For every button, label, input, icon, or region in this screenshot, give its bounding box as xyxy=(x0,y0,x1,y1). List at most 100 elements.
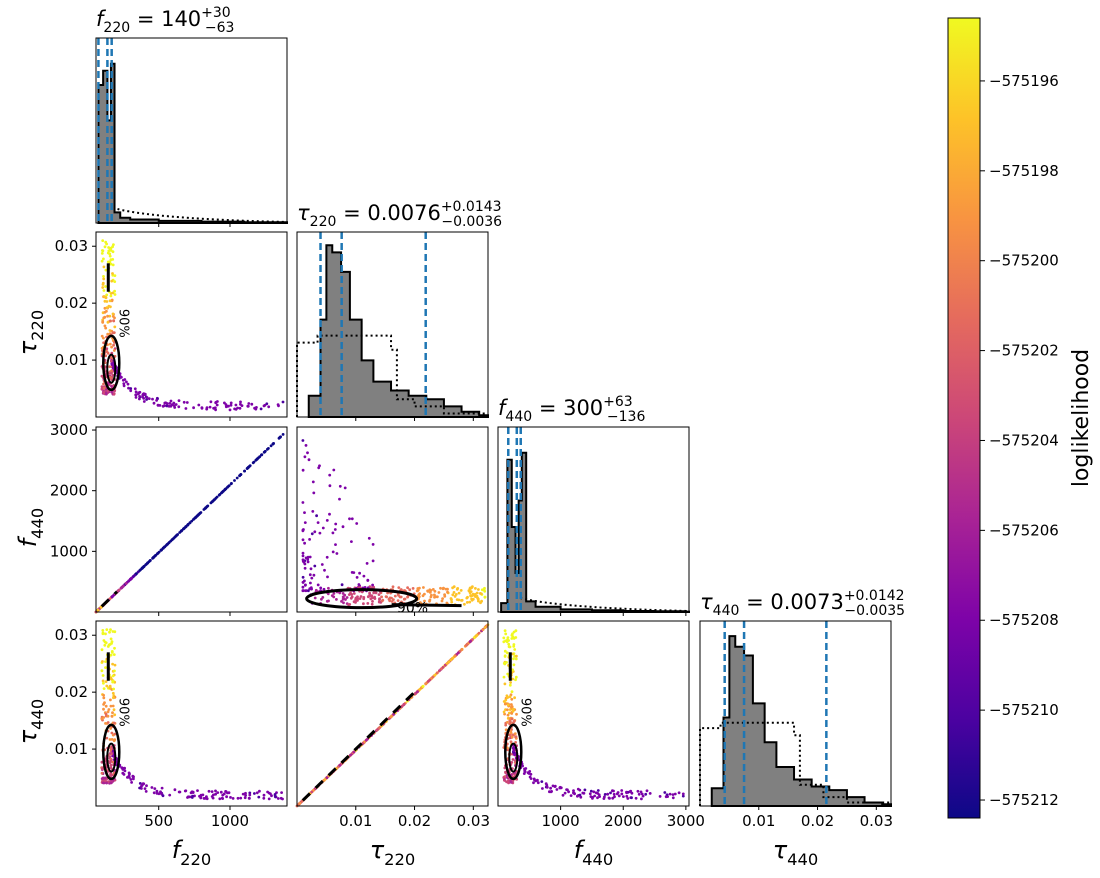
sample-point xyxy=(510,717,514,721)
sample-point xyxy=(155,792,159,795)
sample-point xyxy=(331,550,335,554)
sample-point xyxy=(109,704,113,708)
sample-point xyxy=(129,778,133,781)
sample-point xyxy=(310,576,314,580)
sample-point xyxy=(102,265,106,269)
ytick-label-tau440: 0.01 xyxy=(55,740,88,758)
sample-point xyxy=(450,598,453,602)
sample-point xyxy=(112,243,115,247)
sample-point xyxy=(549,786,552,790)
sample-point xyxy=(463,602,466,606)
sample-point xyxy=(576,794,579,798)
sample-point xyxy=(111,662,114,666)
sample-point xyxy=(578,793,582,797)
sample-point xyxy=(110,731,114,735)
sample-point xyxy=(402,597,406,601)
sample-point xyxy=(335,552,339,555)
sample-point xyxy=(108,752,112,755)
sample-point xyxy=(509,681,512,684)
sample-point xyxy=(513,696,516,700)
sample-point xyxy=(582,791,586,795)
sample-point xyxy=(110,714,114,718)
sample-point xyxy=(418,592,421,595)
xtick-label-f220: 500 xyxy=(144,812,173,830)
sample-point xyxy=(664,795,668,799)
colorbar-tick-label: −575204 xyxy=(989,431,1059,449)
sample-point xyxy=(301,554,305,558)
sample-point xyxy=(527,772,531,775)
prior-f440 xyxy=(519,597,690,612)
sample-point xyxy=(123,766,126,770)
sample-point xyxy=(254,407,258,411)
sample-point xyxy=(105,306,109,309)
sample-point xyxy=(308,555,312,559)
sample-point xyxy=(406,595,410,599)
prior-f220 xyxy=(117,208,288,223)
sample-point xyxy=(174,534,178,538)
sample-point xyxy=(111,245,114,249)
sample-point xyxy=(347,603,350,607)
sample-point xyxy=(555,788,559,791)
sample-point xyxy=(406,586,409,590)
sample-point xyxy=(123,378,127,381)
sample-point xyxy=(413,692,417,696)
sample-point xyxy=(106,710,110,714)
sample-point xyxy=(504,632,508,636)
sample-point xyxy=(236,796,240,800)
sample-point xyxy=(508,695,512,699)
sample-point xyxy=(471,592,475,596)
sample-point xyxy=(108,738,112,741)
sample-point xyxy=(668,792,672,796)
title-f220: f220 = 140+30 −63 xyxy=(96,5,234,36)
sample-point xyxy=(343,486,347,490)
sample-point xyxy=(338,484,342,488)
xtick-label-tau440: 0.03 xyxy=(860,812,893,830)
sample-point xyxy=(156,403,160,407)
sample-point xyxy=(513,753,516,757)
sample-point xyxy=(474,592,477,596)
sample-point xyxy=(198,794,201,798)
sample-point xyxy=(164,401,168,405)
sample-point xyxy=(148,559,152,562)
sample-point xyxy=(334,543,337,546)
sample-point xyxy=(303,511,306,514)
sample-point xyxy=(113,325,117,329)
sample-point xyxy=(504,698,508,702)
sample-point xyxy=(597,793,601,797)
sample-point xyxy=(639,790,643,794)
sample-point xyxy=(99,605,103,609)
sample-point xyxy=(358,597,362,600)
sample-point xyxy=(105,347,109,351)
sample-point xyxy=(262,796,266,800)
sample-point xyxy=(110,738,114,741)
axes-layer: 0.01 0.02 0.03 1000 2000 3000 0.01 0.02 0.03 500 1… xyxy=(14,237,893,869)
sample-point xyxy=(548,790,551,794)
sample-point xyxy=(169,404,173,408)
sample-point xyxy=(338,591,342,595)
sample-point xyxy=(307,458,311,462)
sample-point xyxy=(133,573,137,577)
sample-point xyxy=(533,778,536,782)
sample-point xyxy=(228,408,232,412)
sample-point xyxy=(109,319,112,323)
sample-point xyxy=(112,653,116,656)
sample-point xyxy=(101,629,105,632)
sample-point xyxy=(502,710,506,714)
sample-point xyxy=(132,775,135,779)
sample-point xyxy=(443,663,447,667)
sample-point xyxy=(104,680,108,683)
sample-point xyxy=(637,792,641,796)
panel-frame xyxy=(95,426,288,613)
sample-point xyxy=(366,602,370,605)
sample-point xyxy=(111,373,115,377)
sample-point xyxy=(423,599,426,603)
sample-point xyxy=(640,792,644,796)
sample-point xyxy=(322,587,326,591)
sample-point xyxy=(328,473,332,477)
sample-point xyxy=(145,784,148,788)
sample-point xyxy=(469,594,472,597)
sample-point xyxy=(180,529,184,532)
sample-point xyxy=(101,679,105,683)
sample-point xyxy=(389,715,393,719)
sample-point xyxy=(227,791,231,795)
